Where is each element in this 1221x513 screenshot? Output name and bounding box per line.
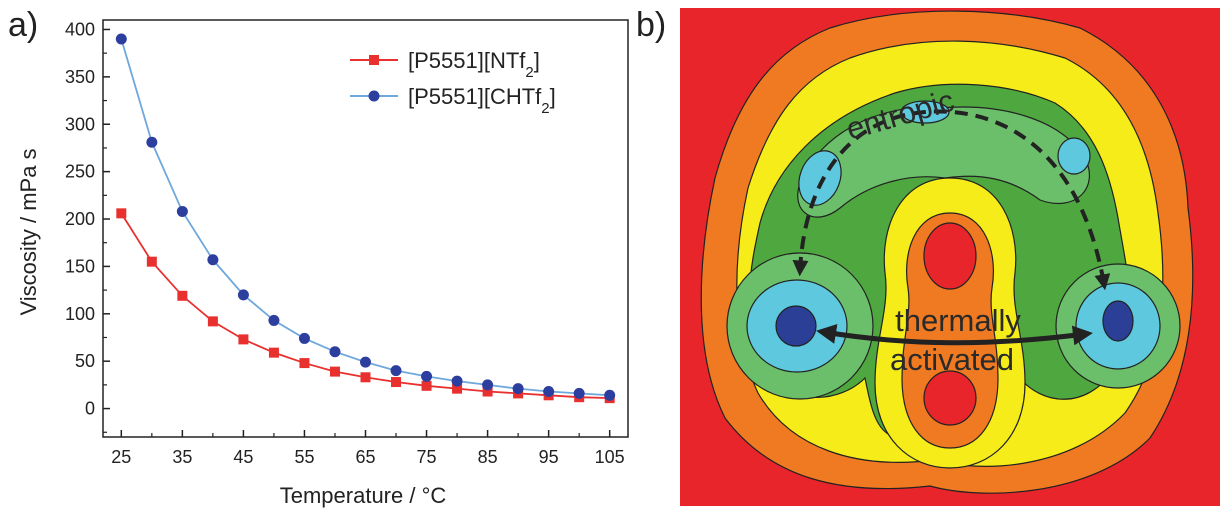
y-axis-label: Viscosity / mPa s — [16, 148, 41, 315]
data-point-1 — [482, 386, 493, 397]
data-point-1 — [391, 377, 402, 388]
data-point-2 — [543, 386, 555, 398]
x-tick-label: 75 — [417, 447, 437, 467]
data-point-1 — [268, 347, 279, 358]
thermally-label: thermally — [895, 303, 1021, 338]
y-tick-label: 350 — [65, 67, 95, 87]
data-point-2 — [451, 375, 463, 387]
x-tick-label: 85 — [478, 447, 498, 467]
y-tick-label: 0 — [85, 399, 95, 419]
legend-marker-1 — [369, 55, 379, 65]
data-point-1 — [452, 383, 463, 394]
x-tick-label: 95 — [539, 447, 559, 467]
data-point-1 — [329, 366, 340, 377]
y-tick-label: 200 — [65, 209, 95, 229]
y-tick-label: 400 — [65, 19, 95, 39]
data-point-1 — [207, 316, 218, 327]
legend-marker-2 — [368, 90, 380, 102]
right-well-core — [1102, 300, 1134, 342]
y-tick-label: 300 — [65, 114, 95, 134]
data-point-2 — [207, 254, 219, 266]
data-point-2 — [329, 346, 341, 358]
legend-label-2: [P5551][CHTf2] — [408, 84, 556, 117]
data-point-2 — [482, 379, 494, 391]
series-line-1 — [120, 212, 610, 400]
data-point-2 — [360, 356, 371, 368]
chart-legend: [P5551][NTf2][P5551][CHTf2] — [350, 48, 556, 117]
x-tick-label: 45 — [233, 447, 253, 467]
energy-contour-map: entropic thermally activated — [680, 8, 1220, 506]
viscosity-chart: 25 35 45 55 65 75 85 95 105 0 50 100 150 200 250 300 350… — [16, 19, 629, 508]
data-point-2 — [390, 365, 402, 377]
data-point-2 — [237, 289, 249, 301]
data-point-2 — [512, 383, 524, 395]
data-point-2 — [268, 314, 280, 326]
data-point-2 — [604, 389, 616, 401]
panel-a-label: a) — [8, 6, 39, 44]
x-tick-label: 55 — [294, 447, 314, 467]
data-point-1 — [146, 256, 157, 267]
thermal-path-arrow — [816, 324, 1093, 346]
data-point-2 — [115, 33, 127, 45]
data-point-2 — [146, 136, 158, 148]
y-tick-label: 100 — [65, 304, 95, 324]
data-point-2 — [176, 205, 188, 217]
y-tick-label: 250 — [65, 162, 95, 182]
x-tick-label: 65 — [355, 447, 375, 467]
data-point-1 — [116, 208, 127, 219]
data-point-1 — [421, 380, 432, 391]
data-point-1 — [299, 358, 310, 369]
x-tick-label: 25 — [111, 447, 131, 467]
left-well-core — [775, 305, 817, 347]
data-point-1 — [177, 290, 188, 301]
x-tick-label: 105 — [595, 447, 625, 467]
data-point-2 — [573, 387, 585, 399]
activated-label: activated — [890, 342, 1014, 377]
data-point-2 — [298, 332, 310, 344]
red-center-top — [923, 222, 977, 290]
entropic-path-arrow — [792, 109, 1111, 291]
red-center-bottom — [923, 370, 977, 426]
data-point-1 — [238, 334, 249, 345]
legend-label-1: [P5551][NTf2] — [408, 48, 540, 81]
upper-right-pocket — [1057, 137, 1091, 175]
y-tick-label: 50 — [75, 351, 95, 371]
data-point-1 — [360, 372, 371, 383]
panel-b-label: b) — [636, 6, 667, 44]
x-axis-label: Temperature / °C — [280, 483, 447, 508]
y-tick-label: 150 — [65, 256, 95, 276]
x-tick-label: 35 — [172, 447, 192, 467]
data-point-2 — [421, 370, 433, 382]
